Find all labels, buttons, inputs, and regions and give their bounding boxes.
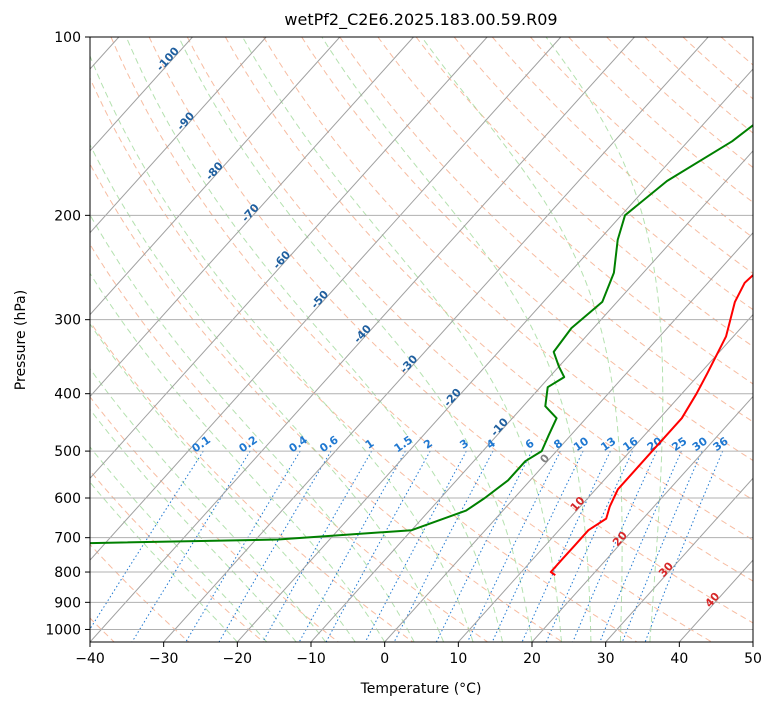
mixing-ratio-line — [644, 450, 724, 642]
dry-adiabat-line — [90, 76, 638, 642]
y-axis-label: Pressure (hPa) — [13, 290, 29, 390]
x-tick-label: −20 — [223, 651, 253, 667]
isotherm-line — [531, 395, 753, 642]
moist-adiabat-line — [90, 213, 415, 642]
moist-adiabat-line — [90, 323, 356, 642]
dry-adiabat-line — [90, 396, 339, 642]
x-tick-label: −30 — [149, 651, 179, 667]
y-tick-label: 600 — [54, 491, 81, 507]
isotherm-line — [90, 37, 414, 398]
isotherm-line — [236, 68, 753, 642]
mixing-ratio-line — [435, 450, 533, 642]
dry-adiabats — [90, 37, 753, 642]
moist-adiabat-line — [90, 143, 445, 642]
isotherms — [90, 37, 753, 642]
y-tick-label: 900 — [54, 595, 81, 611]
moist-adiabat-line — [90, 446, 268, 642]
isotherm-line — [605, 477, 753, 642]
y-axis: 100 200 300 400 500 600 700 800 900 1000 — [45, 30, 90, 638]
dry-adiabat-line — [377, 37, 753, 385]
isotherm-line — [90, 37, 488, 480]
y-tick-label: 300 — [54, 313, 81, 329]
mixing-ratio-line — [364, 450, 467, 642]
x-axis: −40 −30 −20 −10 0 10 20 30 40 50 — [75, 642, 762, 667]
x-tick-label: 20 — [523, 651, 541, 667]
mixing-ratio-line — [325, 450, 431, 642]
plot-frame — [89, 36, 754, 643]
moist-adiabat-line — [125, 37, 503, 642]
moist-adiabat-line — [90, 54, 474, 642]
y-tick-label: 200 — [54, 208, 81, 224]
dry-adiabat-line — [186, 37, 753, 582]
dry-adiabat-line — [263, 37, 753, 501]
y-tick-label: 1000 — [45, 622, 81, 638]
moist-adiabat-line — [90, 272, 386, 642]
y-tick-label: 100 — [54, 30, 81, 46]
isotherm-line — [384, 231, 753, 642]
isotherm-line — [90, 37, 562, 561]
x-tick-label: 30 — [597, 651, 615, 667]
moist-adiabat-line — [545, 37, 664, 642]
dry-adiabat-line — [148, 37, 753, 624]
mixing-ratio-line — [131, 450, 251, 642]
x-tick-label: 0 — [380, 651, 389, 667]
y-tick-label: 400 — [54, 387, 81, 403]
y-tick-label: 800 — [54, 565, 81, 581]
dry-adiabat-line — [301, 37, 753, 462]
dry-adiabat-line — [90, 163, 563, 642]
temperature-profile-line — [549, 273, 753, 577]
y-tick-label: 500 — [54, 444, 81, 460]
chart-title: wetPf2_C2E6.2025.183.00.59.R09 — [284, 10, 557, 30]
mixing-ratio-line — [298, 450, 406, 642]
moist-adiabats — [90, 37, 664, 642]
plot-area: -100-90-80-70-60-50-40-30-20-10010203040… — [90, 37, 753, 642]
dewpoint-profile-line — [90, 123, 753, 545]
pressure-gridlines — [90, 37, 753, 630]
mixing-ratio-line — [467, 450, 561, 642]
mixing-ratio-line — [545, 450, 633, 642]
moist-adiabat-line — [321, 37, 592, 642]
moist-adiabat-line — [242, 37, 562, 642]
isotherm-line — [90, 37, 267, 234]
profiles — [90, 123, 753, 577]
isotherm-line — [457, 313, 753, 642]
moist-adiabat-line — [178, 37, 533, 642]
x-tick-label: 40 — [670, 651, 688, 667]
isotherm-line — [90, 37, 341, 316]
dry-adiabat-line — [90, 243, 488, 642]
moist-adiabat-line — [90, 481, 238, 642]
x-tick-label: 50 — [744, 651, 762, 667]
isotherm-line — [163, 37, 709, 642]
isotherm-line — [90, 37, 193, 152]
x-tick-label: −40 — [75, 651, 105, 667]
dry-adiabat-line — [339, 37, 753, 423]
moist-adiabat-line — [90, 367, 327, 642]
dry-adiabat-line — [90, 543, 190, 642]
x-axis-label: Temperature (°C) — [360, 681, 482, 697]
x-tick-label: 10 — [449, 651, 467, 667]
mixing-ratio-line — [262, 450, 373, 642]
isotherm-line — [310, 150, 753, 642]
y-tick-label: 700 — [54, 531, 81, 547]
moist-adiabat-line — [90, 408, 297, 642]
x-tick-label: −10 — [296, 651, 326, 667]
mixing-ratio-line — [621, 450, 703, 642]
